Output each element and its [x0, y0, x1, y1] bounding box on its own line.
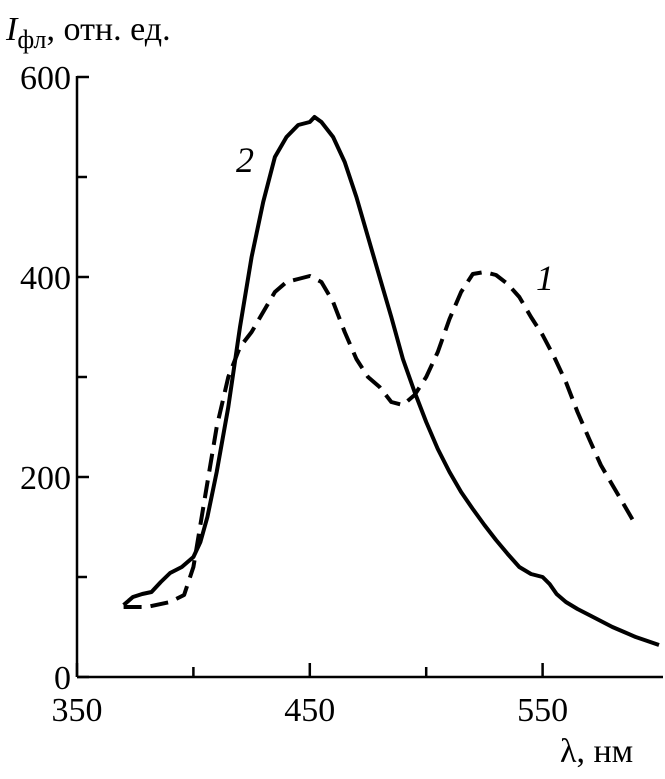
y-tick-label-600: 600 — [20, 60, 71, 97]
y-tick-label-0: 0 — [54, 660, 71, 697]
y-axis-title: Iфл, отн. ед. — [5, 11, 171, 54]
y-axis-subscript: фл — [17, 25, 46, 54]
x-tick-label-550: 550 — [517, 692, 568, 729]
y-axis-symbol: I — [5, 11, 19, 48]
y-axis-unit: , отн. ед. — [47, 11, 171, 48]
series-2-line — [122, 115, 660, 647]
series-1-line — [123, 270, 638, 609]
curves — [122, 115, 660, 647]
series-label-1: 1 — [536, 258, 554, 298]
series-label-2: 2 — [236, 140, 254, 180]
x-tick-label-350: 350 — [52, 692, 103, 729]
x-tick-label-450: 450 — [284, 692, 335, 729]
y-tick-label-400: 400 — [20, 260, 71, 297]
tick-labels: 0 200 400 600 350 450 550 — [20, 60, 568, 729]
y-tick-label-200: 200 — [20, 460, 71, 497]
ticks — [75, 75, 544, 679]
x-axis-title: λ, нм — [560, 733, 633, 770]
